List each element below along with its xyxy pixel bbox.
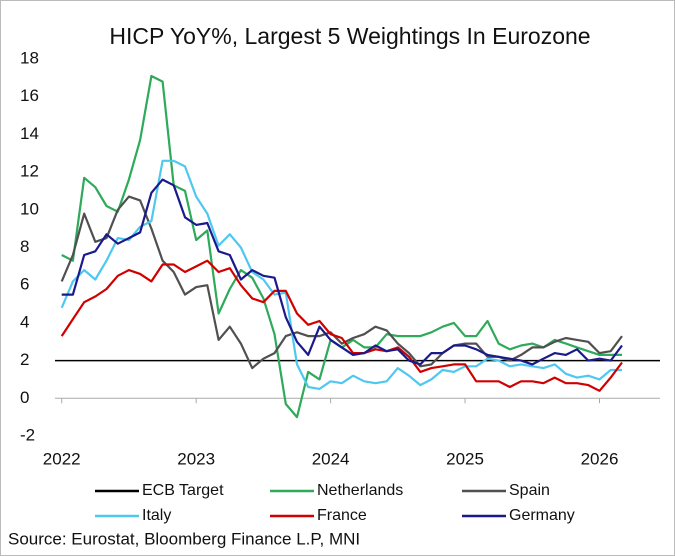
legend-label: France — [317, 507, 367, 524]
x-tick-label: 2026 — [581, 449, 619, 468]
legend-label: Spain — [509, 482, 550, 499]
y-tick-label: 14 — [20, 124, 39, 143]
x-tick-label: 2024 — [312, 449, 350, 468]
legend-label: Italy — [142, 507, 171, 524]
series-line — [61, 178, 623, 366]
y-tick-label: 8 — [20, 237, 29, 256]
x-tick-label: 2022 — [43, 449, 81, 468]
y-tick-label: 6 — [20, 275, 29, 294]
chart-title: HICP YoY%, Largest 5 Weightings In Euroz… — [109, 23, 590, 49]
legend-label: Germany — [509, 507, 575, 524]
y-tick-label: 16 — [20, 86, 39, 105]
y-tick-label: 0 — [20, 388, 29, 407]
y-tick-label: 10 — [20, 199, 39, 218]
x-tick-label: 2023 — [177, 449, 215, 468]
y-tick-label: 4 — [20, 312, 29, 331]
series-line — [60, 195, 623, 370]
y-tick-label: 18 — [20, 48, 39, 67]
y-tick-label: -2 — [20, 425, 35, 444]
y-tick-label: 2 — [20, 350, 29, 369]
legend-label: Netherlands — [317, 482, 403, 499]
series-line — [60, 259, 623, 392]
legend-label: ECB Target — [142, 482, 224, 499]
y-tick-label: 12 — [20, 162, 39, 181]
x-tick-label: 2025 — [446, 449, 484, 468]
source-note: Source: Eurostat, Bloomberg Finance L.P,… — [8, 529, 360, 548]
series-line — [60, 159, 622, 390]
